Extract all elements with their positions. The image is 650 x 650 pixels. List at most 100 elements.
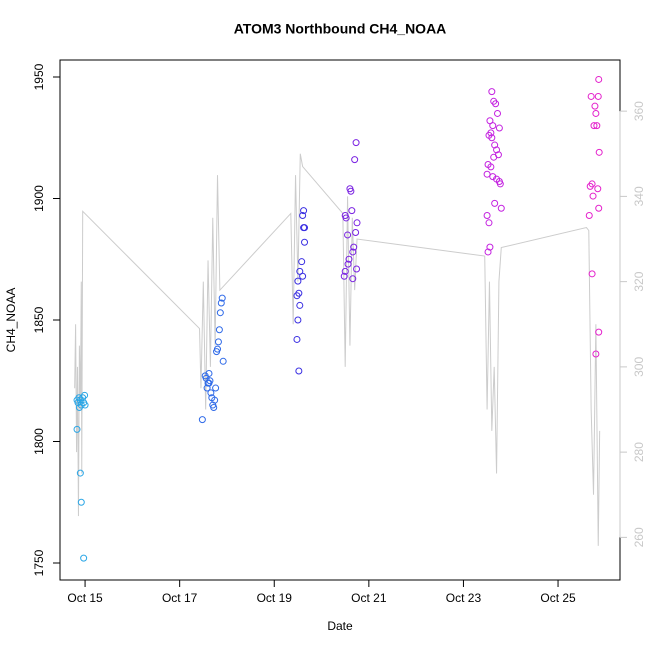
- point: [350, 243, 358, 251]
- point: [487, 163, 495, 171]
- point: [205, 369, 213, 377]
- plot-box: [59, 59, 621, 581]
- point: [488, 134, 496, 142]
- point: [495, 124, 503, 132]
- point: [593, 122, 601, 130]
- point: [299, 212, 307, 220]
- point: [219, 357, 227, 365]
- x-tick-label: Oct 21: [351, 591, 387, 605]
- point: [496, 180, 504, 188]
- point: [497, 204, 505, 212]
- point: [73, 425, 81, 433]
- point: [218, 294, 226, 302]
- point: [211, 396, 219, 404]
- point: [585, 212, 593, 220]
- point: [594, 92, 602, 100]
- y-tick-label: 1950: [32, 63, 46, 90]
- point: [491, 199, 499, 207]
- point: [484, 248, 492, 256]
- point: [352, 139, 360, 147]
- x-tick-label: Oct 19: [257, 591, 293, 605]
- point: [216, 309, 224, 317]
- point: [301, 238, 309, 246]
- point: [340, 272, 348, 280]
- point: [293, 292, 301, 300]
- x-tick-label: Oct 23: [446, 591, 482, 605]
- point: [295, 367, 303, 375]
- point: [198, 416, 206, 424]
- y2-tick-label: 280: [632, 442, 646, 462]
- point: [347, 187, 355, 195]
- point: [594, 185, 602, 193]
- point: [595, 75, 603, 83]
- point: [293, 335, 301, 343]
- point: [352, 229, 360, 237]
- point: [490, 153, 498, 161]
- point: [80, 554, 88, 562]
- point: [217, 299, 225, 307]
- y2-tick-label: 360: [632, 101, 646, 121]
- point: [298, 258, 306, 266]
- point: [342, 214, 350, 222]
- line-series: [74, 153, 601, 546]
- point: [299, 272, 307, 280]
- point: [349, 275, 357, 283]
- point: [300, 207, 308, 215]
- point: [485, 219, 493, 227]
- point: [77, 401, 85, 409]
- point: [341, 267, 349, 275]
- point: [591, 102, 599, 110]
- y2-tick-label: 260: [632, 527, 646, 547]
- point: [206, 377, 214, 385]
- point: [214, 338, 222, 346]
- point: [81, 391, 89, 399]
- point: [351, 156, 359, 164]
- y2-tick-label: 320: [632, 271, 646, 291]
- point: [348, 207, 356, 215]
- point: [488, 88, 496, 96]
- chart-title: ATOM3 Northbound CH4_NOAA: [234, 21, 447, 37]
- point: [353, 265, 361, 273]
- x-tick-label: Oct 15: [67, 591, 103, 605]
- point: [207, 389, 215, 397]
- x-axis-label: Date: [327, 619, 353, 633]
- point: [492, 100, 500, 108]
- x-tick-label: Oct 25: [540, 591, 576, 605]
- y-tick-label: 1850: [32, 306, 46, 333]
- point: [345, 255, 353, 263]
- point: [489, 122, 497, 130]
- y2-tick-label: 300: [632, 357, 646, 377]
- point: [483, 170, 491, 178]
- point: [214, 345, 221, 353]
- y-tick-label: 1750: [32, 549, 46, 576]
- point: [589, 192, 597, 200]
- point: [587, 92, 595, 100]
- y-tick-label: 1900: [32, 185, 46, 212]
- point: [592, 109, 600, 117]
- point: [353, 219, 361, 227]
- x-tick-label: Oct 17: [162, 591, 198, 605]
- point: [210, 403, 218, 411]
- point: [212, 384, 220, 392]
- y-tick-label: 1800: [32, 428, 46, 455]
- point: [483, 212, 491, 220]
- point: [215, 326, 223, 334]
- point: [595, 148, 603, 156]
- point: [77, 498, 85, 506]
- point: [349, 248, 357, 256]
- point: [296, 301, 304, 309]
- point: [301, 224, 309, 232]
- point: [344, 231, 352, 239]
- point: [595, 328, 603, 336]
- point: [494, 109, 501, 117]
- point: [76, 469, 84, 477]
- point: [81, 401, 89, 409]
- point: [592, 350, 600, 358]
- point: [294, 277, 302, 285]
- point: [595, 204, 603, 212]
- y2-tick-label: 340: [632, 186, 646, 206]
- point: [590, 122, 598, 130]
- point: [344, 260, 352, 268]
